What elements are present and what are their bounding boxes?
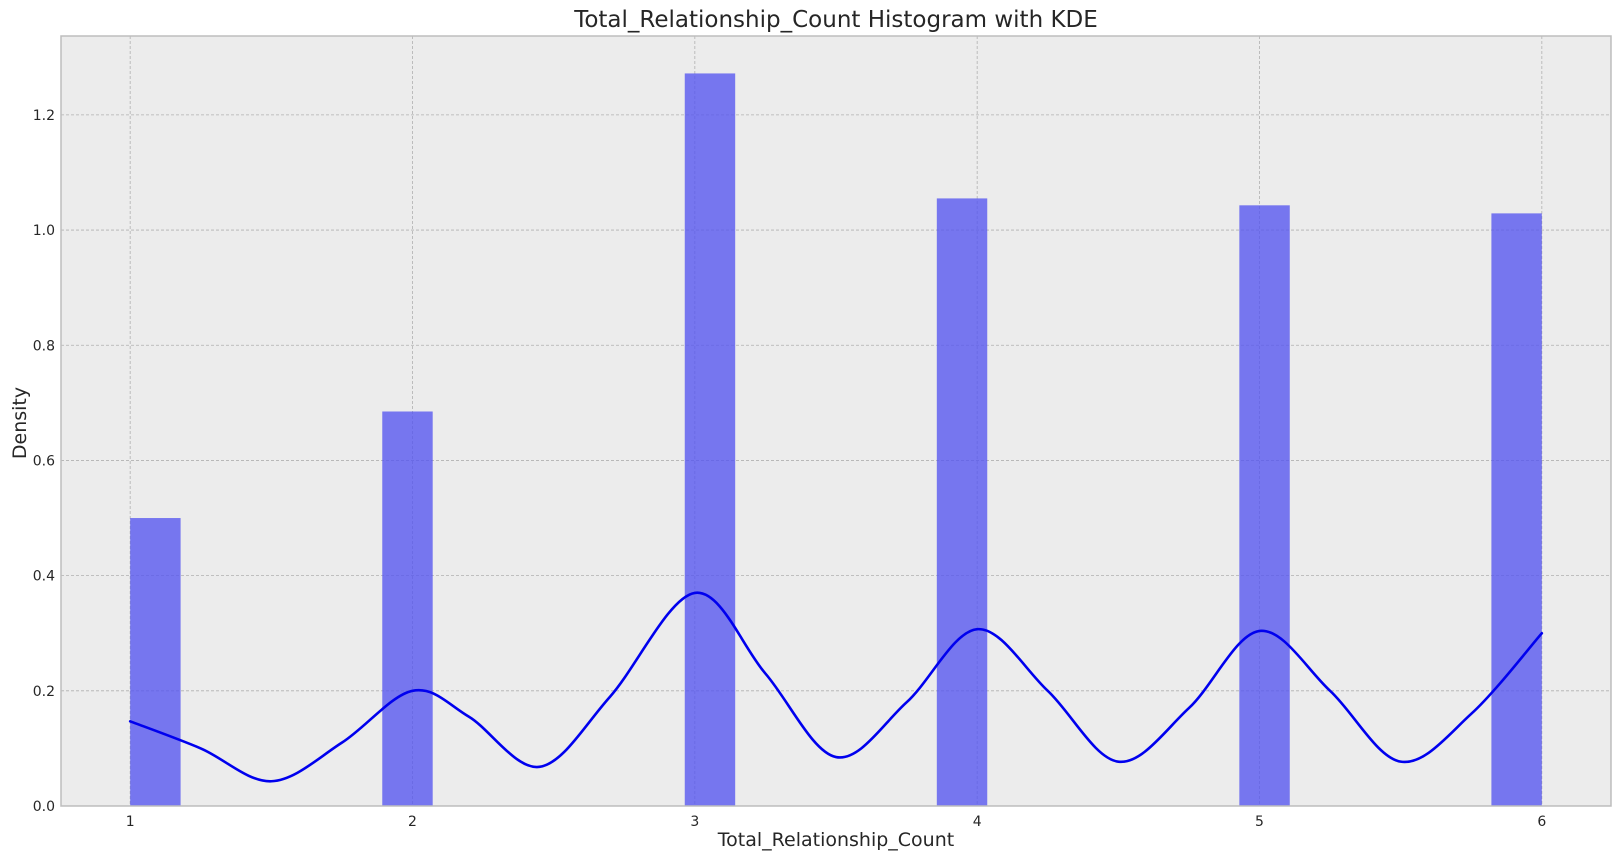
y-tick-label: 0.8 — [33, 338, 55, 354]
y-tick-label: 0.6 — [33, 453, 55, 469]
y-tick-label: 0.0 — [33, 799, 55, 815]
y-tick-label: 0.2 — [33, 684, 55, 700]
plot-frame — [60, 35, 1612, 807]
y-tick-label: 1.2 — [33, 108, 55, 124]
histogram-bar — [382, 411, 433, 806]
y-tick-label: 0.4 — [33, 569, 55, 585]
chart-title: Total_Relationship_Count Histogram with … — [573, 7, 1098, 33]
histogram-bar — [1239, 205, 1290, 807]
x-tick-label: 4 — [973, 814, 982, 830]
kde-curve-group — [128, 591, 1544, 783]
y-axis-ticks: 0.0 0.2 0.4 0.6 0.8 1.0 1.2 — [33, 108, 55, 815]
x-tick-label: 1 — [126, 814, 135, 830]
histogram-bars — [130, 73, 1542, 807]
y-tick-label: 1.0 — [33, 223, 55, 239]
x-axis-ticks: 1 2 3 4 5 6 — [126, 814, 1547, 830]
x-tick-label: 2 — [408, 814, 417, 830]
histogram-bar — [130, 518, 181, 806]
histogram-bar — [936, 198, 988, 806]
y-axis-label: Density — [9, 387, 31, 459]
x-axis-label: Total_Relationship_Count — [717, 829, 954, 851]
x-tick-label: 5 — [1255, 814, 1264, 830]
plot-area — [61, 36, 1611, 806]
histogram-bar — [1491, 213, 1542, 806]
kde-line — [128, 591, 1544, 783]
x-tick-label: 3 — [690, 814, 699, 830]
x-tick-label: 6 — [1537, 814, 1546, 830]
histogram-bar — [684, 73, 736, 806]
